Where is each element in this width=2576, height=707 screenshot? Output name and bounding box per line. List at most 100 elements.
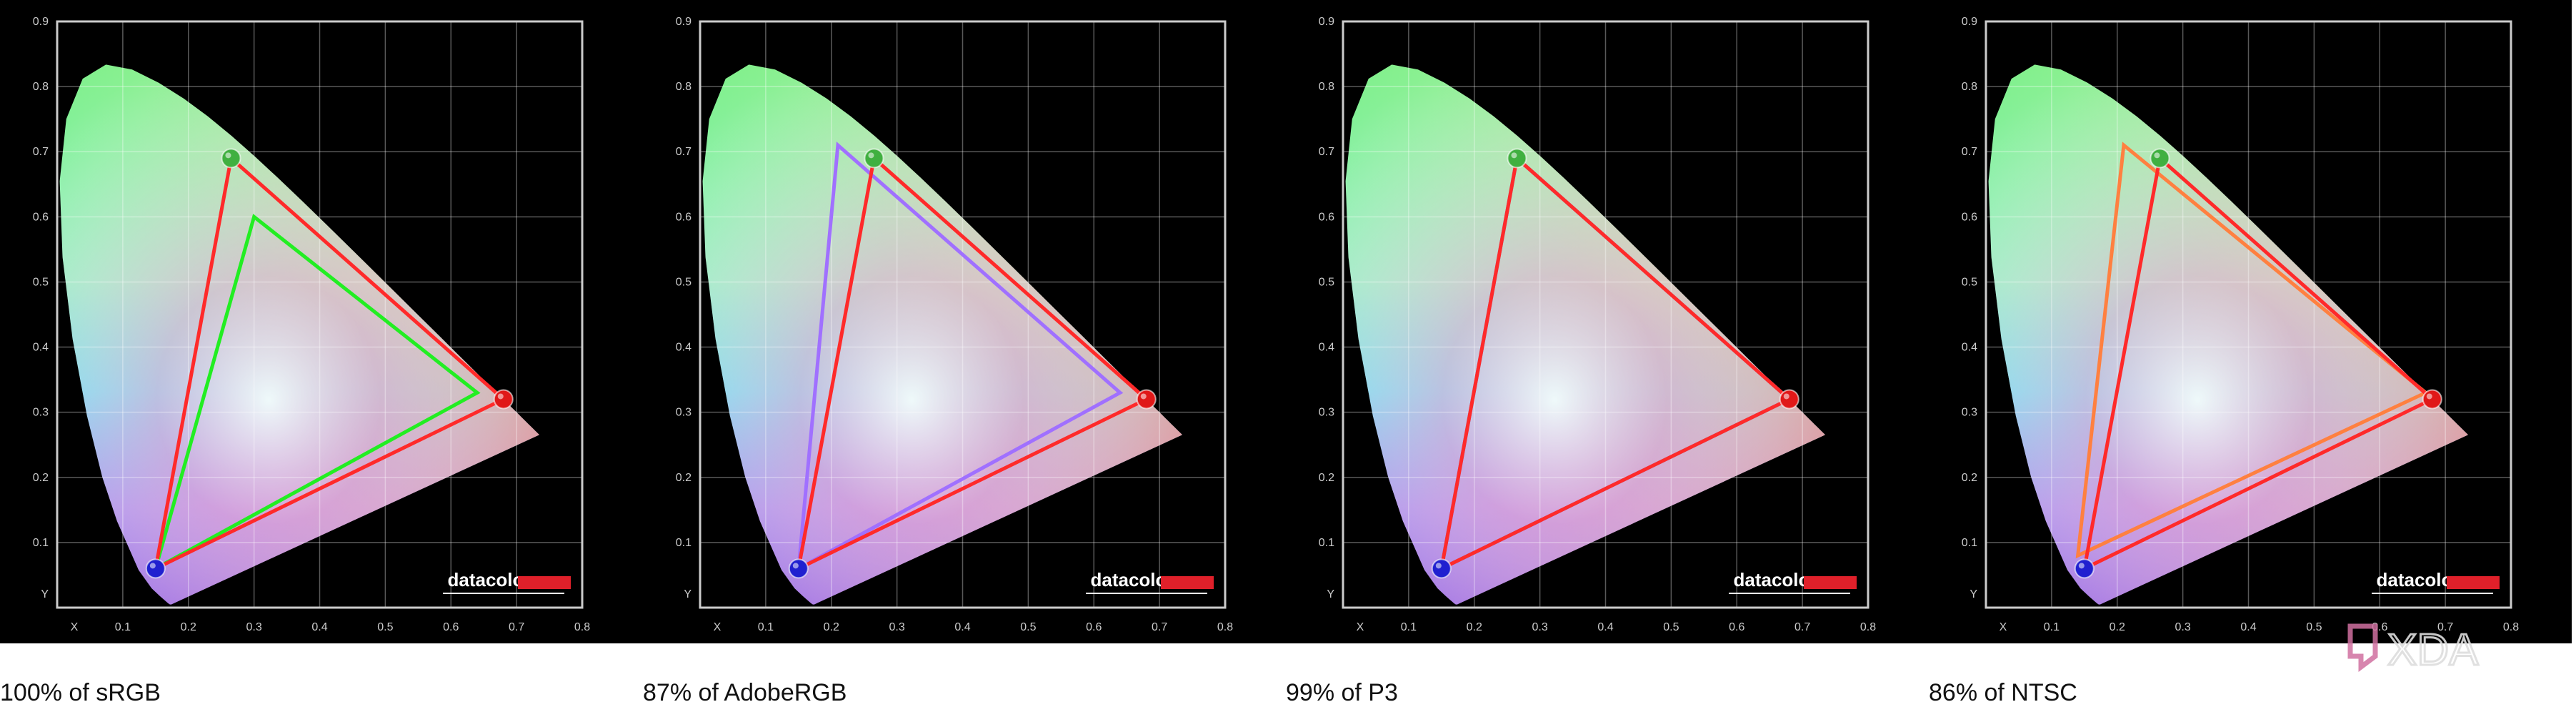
cie-diagram-adobergb: 0.1 0.2 0.3 0.4 0.5 0.6 0.7 0.8 0.1 0.2 0.3 0.4 0.5 0… [676, 16, 1233, 633]
primary-marker [2422, 389, 2442, 410]
x-tick-label: 0.4 [954, 621, 970, 633]
x-tick-label: 0.5 [2306, 621, 2322, 633]
caption-ntsc: 86% of NTSC [1929, 679, 2077, 706]
y-axis-label: Y [1327, 588, 1334, 600]
x-tick-label: 0.5 [1663, 621, 1679, 633]
cie-diagram-p3: 0.1 0.2 0.3 0.4 0.5 0.6 0.7 0.8 0.1 0.2 0.3 0.4 0.5 0… [1319, 16, 1876, 633]
y-tick-label: 0.1 [676, 537, 692, 549]
x-tick-label: 0.4 [2240, 621, 2256, 633]
y-tick-label: 0.1 [1319, 537, 1334, 549]
y-tick-label: 0.2 [676, 472, 692, 484]
x-tick-label: 0.1 [2044, 621, 2060, 633]
y-tick-label: 0.1 [33, 537, 49, 549]
x-tick-label: 0.2 [1467, 621, 1482, 633]
x-axis-label: X [71, 621, 79, 633]
chart-panel-ntsc: 0.1 0.2 0.3 0.4 0.5 0.6 0.7 0.8 0.1 0.2 0.3 0.4 0.5 0… [1929, 0, 2572, 643]
primary-marker [493, 389, 514, 410]
primary-marker-highlight [1783, 393, 1789, 400]
y-tick-label: 0.4 [1962, 342, 1977, 354]
y-tick-label: 0.9 [33, 16, 49, 28]
y-axis-label: Y [1970, 588, 1977, 600]
primary-marker [145, 558, 166, 579]
y-tick-label: 0.4 [676, 342, 692, 354]
y-tick-label: 0.7 [676, 146, 692, 158]
x-tick-label: 0.1 [758, 621, 774, 633]
x-tick-label: 0.8 [1860, 621, 1876, 633]
y-tick-label: 0.9 [1962, 16, 1977, 28]
y-tick-label: 0.5 [1962, 276, 1977, 288]
y-tick-label: 0.7 [1962, 146, 1977, 158]
gamut-triangle [152, 214, 481, 573]
x-tick-label: 0.2 [824, 621, 839, 633]
primary-marker-highlight [1435, 563, 1442, 569]
gamut-triangle [1439, 154, 1793, 572]
primary-marker [1507, 148, 1527, 169]
y-tick-label: 0.3 [33, 407, 49, 419]
x-tick-label: 0.3 [2175, 621, 2191, 633]
plot-frame [1342, 20, 1869, 609]
y-tick-label: 0.7 [1319, 146, 1334, 158]
plot-frame [699, 20, 1227, 609]
grid [57, 21, 582, 608]
datacolor-bar [1804, 576, 1857, 589]
x-tick-label: 0.1 [1401, 621, 1417, 633]
datacolor-bar [518, 576, 571, 589]
primary-marker-highlight [497, 393, 504, 400]
primary-marker-highlight [868, 152, 874, 159]
y-tick-label: 0.2 [33, 472, 49, 484]
primary-marker-highlight [1140, 393, 1147, 400]
primary-marker-highlight [2426, 393, 2432, 400]
datacolor-logo: datacolor [2376, 569, 2460, 590]
primary-marker [1136, 389, 1157, 410]
y-tick-label: 0.5 [33, 276, 49, 288]
y-tick-label: 0.6 [33, 211, 49, 223]
x-tick-label: 0.7 [1794, 621, 1810, 633]
primary-marker [864, 148, 884, 169]
y-tick-label: 0.8 [33, 81, 49, 93]
grid [700, 21, 1225, 608]
x-tick-label: 0.7 [1152, 621, 1167, 633]
y-tick-label: 0.4 [1319, 342, 1334, 354]
x-tick-label: 0.8 [1217, 621, 1233, 633]
y-tick-label: 0.8 [1319, 81, 1334, 93]
grid [1343, 21, 1868, 608]
y-tick-label: 0.2 [1319, 472, 1334, 484]
primary-marker [221, 148, 241, 169]
gamut-triangle [153, 154, 507, 572]
y-tick-label: 0.7 [33, 146, 49, 158]
x-tick-label: 0.3 [246, 621, 262, 633]
primary-marker [1779, 389, 1799, 410]
y-tick-label: 0.5 [676, 276, 692, 288]
y-tick-label: 0.9 [1319, 16, 1334, 28]
xda-logo-icon [2347, 623, 2378, 672]
y-axis-label: Y [684, 588, 692, 600]
y-tick-label: 0.3 [1962, 407, 1977, 419]
x-tick-label: 0.5 [377, 621, 393, 633]
plot-frame [56, 20, 584, 609]
caption-adobergb: 87% of AdobeRGB [643, 679, 847, 706]
primary-marker-highlight [1511, 152, 1517, 159]
y-tick-label: 0.5 [1319, 276, 1334, 288]
x-tick-label: 0.6 [443, 621, 459, 633]
chart-panel-p3: 0.1 0.2 0.3 0.4 0.5 0.6 0.7 0.8 0.1 0.2 0.3 0.4 0.5 0… [1286, 0, 1929, 643]
primary-marker [2150, 148, 2170, 169]
datacolor-logo: datacolor [447, 569, 531, 590]
x-tick-label: 0.4 [311, 621, 327, 633]
x-tick-label: 0.6 [1086, 621, 1102, 633]
primary-marker-highlight [2154, 152, 2160, 159]
x-axis-label: X [2000, 621, 2007, 633]
x-tick-label: 0.3 [1532, 621, 1548, 633]
x-tick-label: 0.8 [2503, 621, 2519, 633]
gamut-triangle [2075, 142, 2430, 559]
x-tick-label: 0.7 [2437, 621, 2453, 633]
x-axis-label: X [714, 621, 722, 633]
x-tick-label: 0.1 [115, 621, 131, 633]
primary-marker-highlight [149, 563, 156, 569]
y-tick-label: 0.8 [676, 81, 692, 93]
datacolor-logo: datacolor [1733, 569, 1817, 590]
chart-panel-adobergb: 0.1 0.2 0.3 0.4 0.5 0.6 0.7 0.8 0.1 0.2 0.3 0.4 0.5 0… [643, 0, 1286, 643]
y-tick-label: 0.2 [1962, 472, 1977, 484]
datacolor-bar [2447, 576, 2500, 589]
cie-diagram-srgb: 0.1 0.2 0.3 0.4 0.5 0.6 0.7 0.8 0.1 0.2 0.3 0.4 0.5 0… [33, 16, 590, 633]
